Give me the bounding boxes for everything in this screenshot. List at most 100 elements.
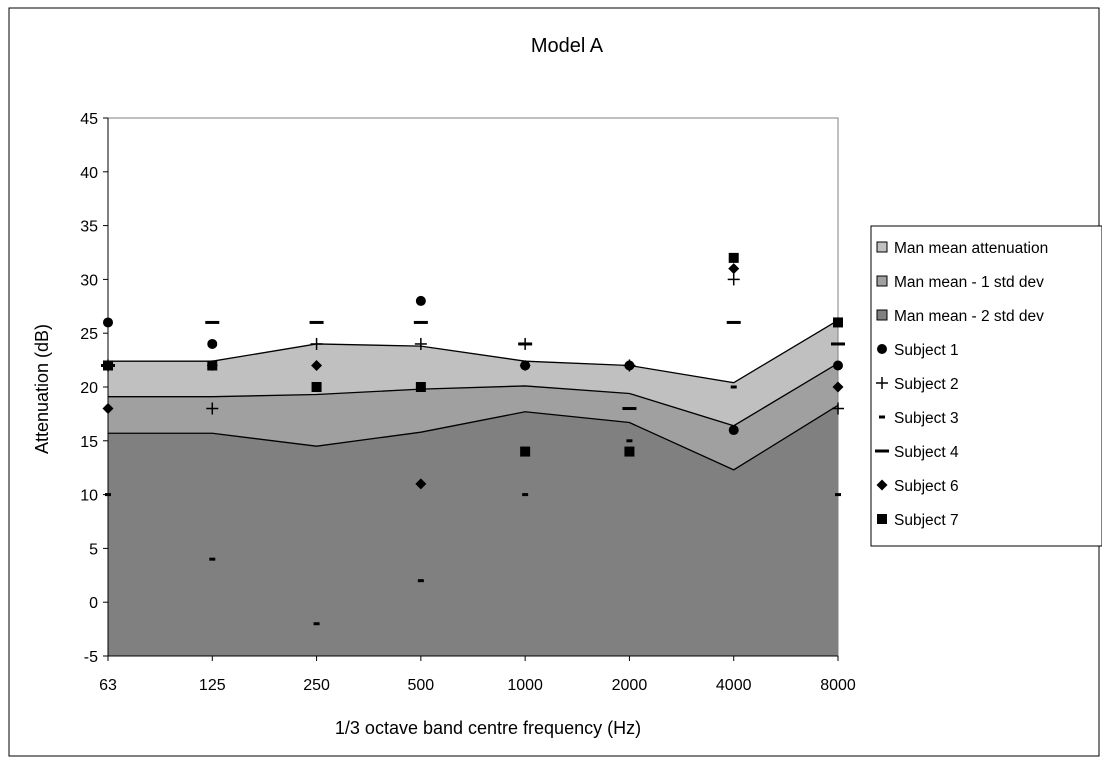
- plot-area: -5 0 5 10 15 20 25 30 35 40 45 63 125 250 500 1000 2000 4…: [80, 111, 856, 694]
- subject-4-point: [310, 321, 324, 324]
- subject-1-point: [103, 317, 113, 327]
- subject-1-point: [729, 425, 739, 435]
- y-axis-label: Attenuation (dB): [32, 324, 52, 454]
- short-dash-marker-shape: [626, 439, 632, 442]
- short-dash-marker-shape: [209, 558, 215, 561]
- subject-3-point: [626, 439, 632, 442]
- legend-swatch: [877, 310, 887, 320]
- subject-4-point: [518, 342, 532, 345]
- square-marker-shape: [729, 253, 739, 263]
- legend-marker: [875, 450, 889, 453]
- subject-1-point: [416, 296, 426, 306]
- chart-title: Model A: [531, 35, 604, 57]
- circle-marker-shape: [833, 360, 843, 370]
- subject-3-point: [105, 493, 111, 496]
- legend-label: Man mean attenuation: [894, 240, 1048, 257]
- square-marker-shape: [877, 514, 887, 524]
- x-tick-label: 500: [408, 677, 435, 694]
- subject-3-point: [835, 493, 841, 496]
- legend-label: Subject 1: [894, 342, 959, 359]
- x-tick-label: 125: [199, 677, 226, 694]
- subject-3-point: [209, 558, 215, 561]
- circle-marker-shape: [877, 344, 887, 354]
- long-dash-marker-shape: [414, 321, 428, 324]
- short-dash-marker-shape: [418, 579, 424, 582]
- x-tick-label: 1000: [507, 677, 543, 694]
- subject-1-point: [207, 339, 217, 349]
- x-tick-label: 250: [303, 677, 330, 694]
- short-dash-marker-shape: [105, 493, 111, 496]
- long-dash-marker-shape: [205, 321, 219, 324]
- square-marker-shape: [416, 382, 426, 392]
- long-dash-marker-shape: [622, 407, 636, 410]
- legend-marker: [879, 416, 885, 419]
- legend-marker: [877, 514, 887, 524]
- square-marker-shape: [312, 382, 322, 392]
- y-tick-label: 10: [80, 488, 98, 505]
- subject-6-point: [312, 382, 322, 392]
- y-tick-label: 40: [80, 165, 98, 182]
- legend-label: Subject 6: [894, 478, 959, 495]
- subject-4-point: [831, 342, 845, 345]
- legend-label: Subject 3: [894, 410, 959, 427]
- y-tick-label: 45: [80, 111, 98, 128]
- short-dash-marker-shape: [835, 493, 841, 496]
- subject-1-point: [833, 360, 843, 370]
- short-dash-marker-shape: [731, 386, 737, 389]
- subject-6-point: [207, 360, 217, 370]
- x-tick-label: 4000: [716, 677, 752, 694]
- subject-6-point: [624, 447, 634, 457]
- circle-marker-shape: [729, 425, 739, 435]
- square-marker-shape: [103, 360, 113, 370]
- subject-6-point: [729, 253, 739, 263]
- legend-swatch: [877, 276, 887, 286]
- subject-3-point: [314, 622, 320, 625]
- y-tick-label: 35: [80, 219, 98, 236]
- y-tick-label: -5: [84, 649, 98, 666]
- legend-label: Subject 4: [894, 444, 959, 461]
- subject-6-point: [416, 382, 426, 392]
- subject-3-point: [418, 579, 424, 582]
- legend-swatch: [877, 242, 887, 252]
- long-dash-marker-shape: [831, 342, 845, 345]
- legend-label: Subject 7: [894, 512, 959, 529]
- circle-marker-shape: [103, 317, 113, 327]
- circle-marker-shape: [207, 339, 217, 349]
- subject-3-point: [522, 493, 528, 496]
- subject-6-point: [833, 317, 843, 327]
- long-dash-marker-shape: [518, 342, 532, 345]
- x-tick-label: 63: [99, 677, 117, 694]
- long-dash-marker-shape: [727, 321, 741, 324]
- long-dash-marker-shape: [875, 450, 889, 453]
- subject-4-point: [414, 321, 428, 324]
- legend-label: Man mean - 2 std dev: [894, 308, 1044, 325]
- y-tick-label: 20: [80, 380, 98, 397]
- legend-marker: [877, 344, 887, 354]
- legend-label: Subject 2: [894, 376, 959, 393]
- legend-label: Man mean - 1 std dev: [894, 274, 1044, 291]
- square-marker-shape: [833, 317, 843, 327]
- legend: Man mean attenuation Man mean - 1 std dev…: [871, 226, 1102, 546]
- y-tick-label: 0: [89, 595, 98, 612]
- short-dash-marker-shape: [314, 622, 320, 625]
- long-dash-marker-shape: [310, 321, 324, 324]
- subject-3-point: [731, 386, 737, 389]
- y-tick-label: 5: [89, 541, 98, 558]
- x-tick-label: 8000: [820, 677, 856, 694]
- square-marker-shape: [520, 447, 530, 457]
- y-tick-label: 15: [80, 434, 98, 451]
- square-marker-shape: [624, 447, 634, 457]
- x-tick-label: 2000: [612, 677, 648, 694]
- y-tick-label: 30: [80, 272, 98, 289]
- subject-4-point: [205, 321, 219, 324]
- subject-4-point: [727, 321, 741, 324]
- short-dash-marker-shape: [879, 416, 885, 419]
- square-marker-shape: [207, 360, 217, 370]
- y-tick-label: 25: [80, 326, 98, 343]
- x-axis-label: 1/3 octave band centre frequency (Hz): [335, 718, 641, 738]
- subject-6-point: [520, 447, 530, 457]
- subject-4-point: [622, 407, 636, 410]
- circle-marker-shape: [416, 296, 426, 306]
